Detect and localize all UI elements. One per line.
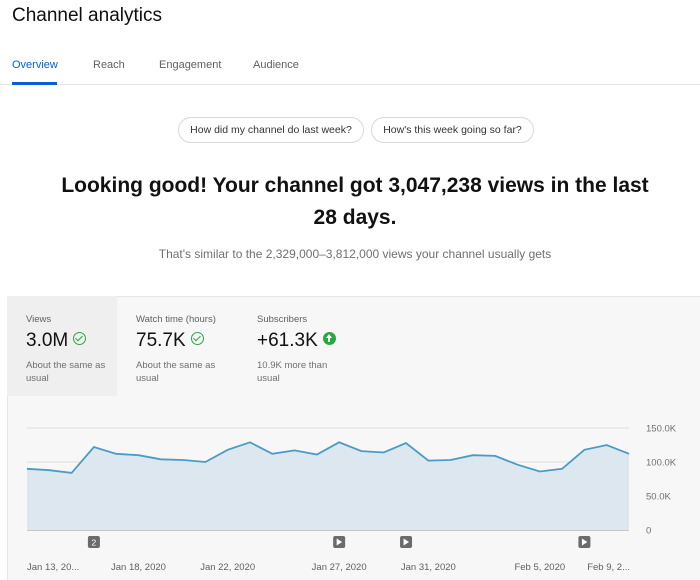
- x-tick-label: Jan 18, 2020: [111, 562, 166, 573]
- metric-subscribers[interactable]: Subscribers +61.3K 10.9K more than usual: [238, 296, 358, 396]
- play-icon: [336, 538, 343, 546]
- check-circle-icon: [190, 332, 204, 346]
- x-tick-label: Jan 13, 20...: [27, 562, 79, 573]
- last-week-chip[interactable]: How did my channel do last week?: [178, 117, 364, 143]
- metric-desc: 10.9K more than usual: [257, 360, 328, 384]
- play-icon: [403, 538, 410, 546]
- y-tick-label: 100.0K: [646, 458, 677, 469]
- y-axis-ticks: 0 50.0K 100.0K 150.0K: [646, 424, 677, 537]
- metric-label: Views: [26, 314, 52, 325]
- metric-watch-time[interactable]: Watch time (hours) 75.7K About the same …: [117, 296, 238, 396]
- x-tick-label: Feb 5, 2020: [514, 562, 565, 573]
- active-tab-indicator: [12, 82, 57, 85]
- summary-headline: Looking good! Your channel got 3,047,238…: [61, 174, 649, 229]
- views-area: [27, 442, 629, 530]
- x-tick-label: Jan 27, 2020: [312, 562, 367, 573]
- y-tick-label: 50.0K: [646, 492, 671, 503]
- y-tick-label: 150.0K: [646, 424, 677, 435]
- play-icon: [581, 538, 588, 546]
- tab-overview[interactable]: Overview: [12, 59, 58, 71]
- metric-value: +61.3K: [257, 330, 336, 352]
- event-markers: 2: [87, 536, 591, 548]
- metric-desc: About the same as usual: [136, 360, 216, 384]
- summary-subline: That's similar to the 2,329,000–3,812,00…: [158, 247, 552, 261]
- metric-label: Subscribers: [257, 314, 308, 325]
- event-marker-count: 2: [92, 538, 97, 548]
- x-axis-ticks: Jan 13, 20... Jan 18, 2020 Jan 22, 2020 Jan…: [27, 562, 630, 573]
- metric-desc: About the same as usual: [26, 360, 106, 384]
- analytics-card: [7, 296, 700, 580]
- views-chart: 0 50.0K 100.0K 150.0K Jan 13, 20... Jan 18, …: [26, 424, 677, 573]
- page-title: Channel analytics: [12, 5, 162, 26]
- tab-reach[interactable]: Reach: [93, 59, 125, 71]
- this-week-chip[interactable]: How's this week going so far?: [371, 117, 534, 143]
- tab-audience[interactable]: Audience: [253, 59, 299, 71]
- x-tick-label: Jan 22, 2020: [200, 562, 255, 573]
- event-marker: [87, 536, 100, 548]
- metric-value: 3.0M: [26, 330, 87, 352]
- tab-bar: Overview Reach Engagement Audience: [0, 48, 700, 85]
- views-line: [26, 441, 630, 474]
- metric-label: Watch time (hours): [136, 314, 216, 325]
- metric-value: 75.7K: [136, 330, 204, 352]
- tab-engagement[interactable]: Engagement: [159, 59, 222, 71]
- x-tick-label: Jan 31, 2020: [401, 562, 456, 573]
- check-circle-icon: [73, 332, 87, 346]
- y-tick-label: 0: [646, 526, 651, 537]
- x-tick-label: Feb 9, 2...: [587, 562, 630, 573]
- metric-views[interactable]: Views 3.0M About the same as usual: [7, 296, 117, 396]
- arrow-up-circle-icon: [322, 332, 336, 346]
